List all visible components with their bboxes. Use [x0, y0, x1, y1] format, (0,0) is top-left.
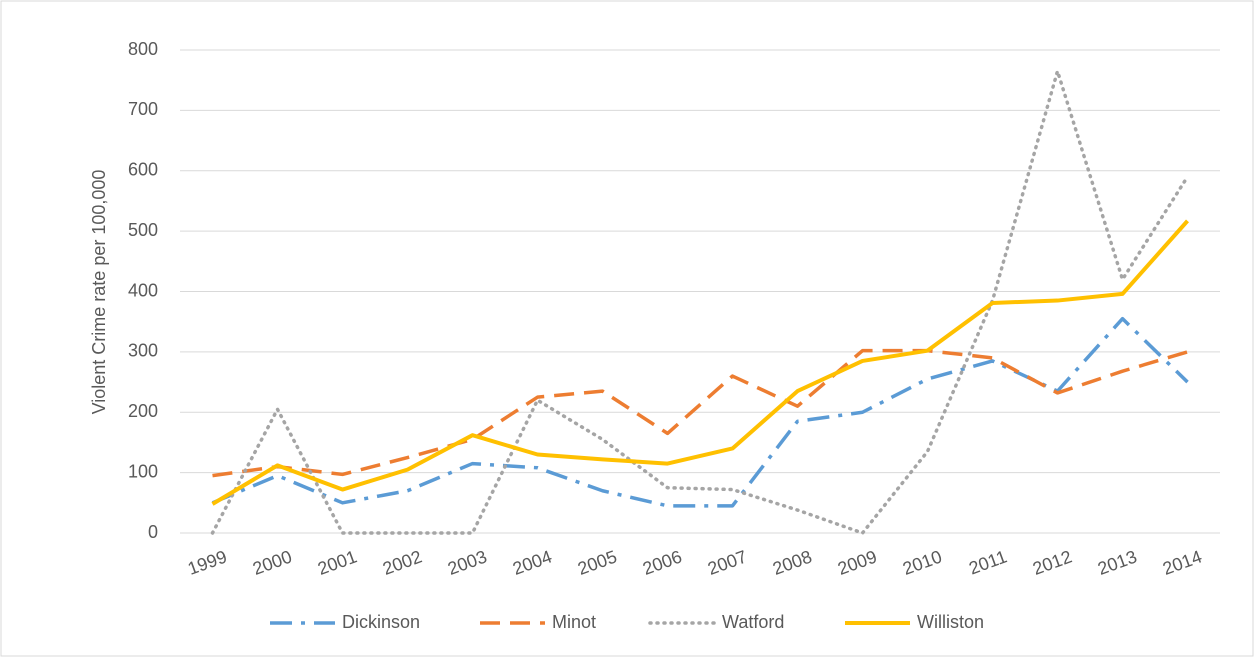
legend-label: Watford	[722, 612, 784, 632]
line-watford	[210, 69, 1190, 535]
y-tick-label: 200	[128, 401, 158, 421]
legend-label: Dickinson	[342, 612, 420, 632]
y-tick-label: 500	[128, 220, 158, 240]
y-axis-label: Violent Crime rate per 100,000	[89, 170, 109, 415]
y-tick-label: 600	[128, 160, 158, 180]
line-dickinson	[211, 316, 1189, 508]
y-tick-label: 300	[128, 341, 158, 361]
y-tick-label: 700	[128, 99, 158, 119]
y-tick-label: 400	[128, 280, 158, 300]
y-tick-label: 100	[128, 461, 158, 481]
y-tick-label: 0	[148, 522, 158, 542]
line-minot	[212, 348, 1188, 478]
legend-label: Williston	[917, 612, 984, 632]
y-tick-label: 800	[128, 39, 158, 59]
legend-label: Minot	[552, 612, 596, 632]
line-williston	[211, 219, 1189, 506]
